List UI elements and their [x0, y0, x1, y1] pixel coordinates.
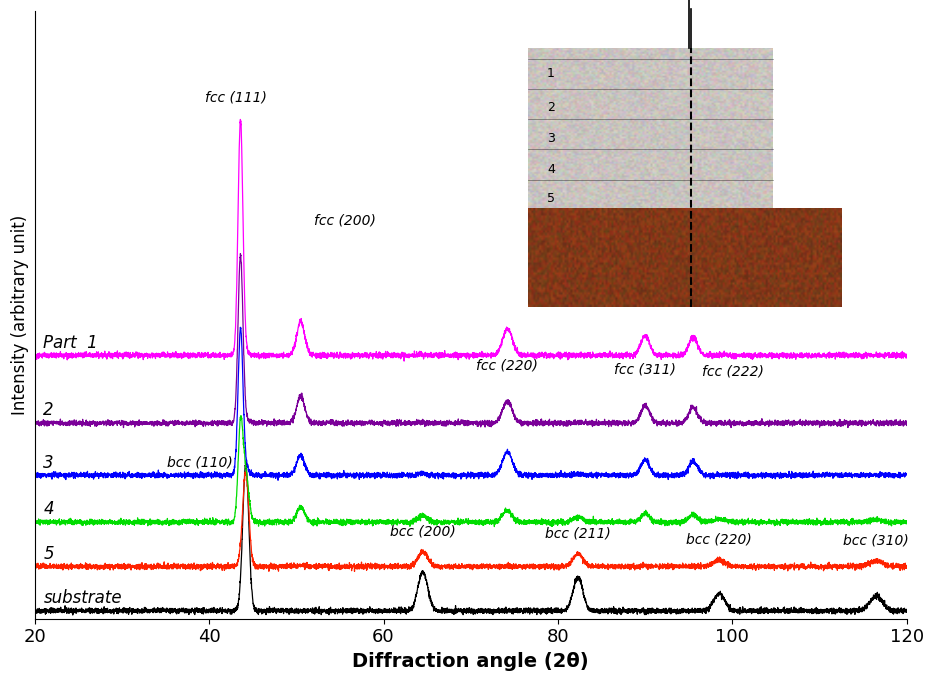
Text: 5: 5	[547, 192, 555, 205]
Text: bcc (110): bcc (110)	[166, 456, 233, 470]
Text: 2: 2	[43, 402, 54, 419]
X-axis label: Diffraction angle (2θ): Diffraction angle (2θ)	[352, 652, 589, 671]
Text: 5: 5	[43, 545, 54, 563]
Text: 1: 1	[547, 67, 555, 80]
Text: bcc (211): bcc (211)	[545, 527, 611, 540]
Text: Part  1: Part 1	[43, 333, 98, 352]
Text: 4: 4	[43, 501, 54, 518]
Y-axis label: Intensity (arbitrary unit): Intensity (arbitrary unit)	[11, 215, 29, 415]
Text: bcc (220): bcc (220)	[686, 533, 752, 547]
Text: fcc (222): fcc (222)	[702, 365, 764, 379]
Text: 2: 2	[547, 101, 555, 114]
Text: 3: 3	[547, 132, 555, 145]
Text: 4: 4	[547, 163, 555, 176]
Text: bcc (200): bcc (200)	[390, 525, 455, 539]
Text: fcc (111): fcc (111)	[205, 91, 267, 105]
Text: substrate: substrate	[43, 589, 122, 607]
Text: 3: 3	[43, 454, 54, 471]
Text: fcc (311): fcc (311)	[614, 363, 676, 376]
Text: fcc (200): fcc (200)	[314, 213, 376, 228]
Text: fcc (220): fcc (220)	[477, 359, 539, 372]
Text: bcc (310): bcc (310)	[843, 534, 909, 548]
